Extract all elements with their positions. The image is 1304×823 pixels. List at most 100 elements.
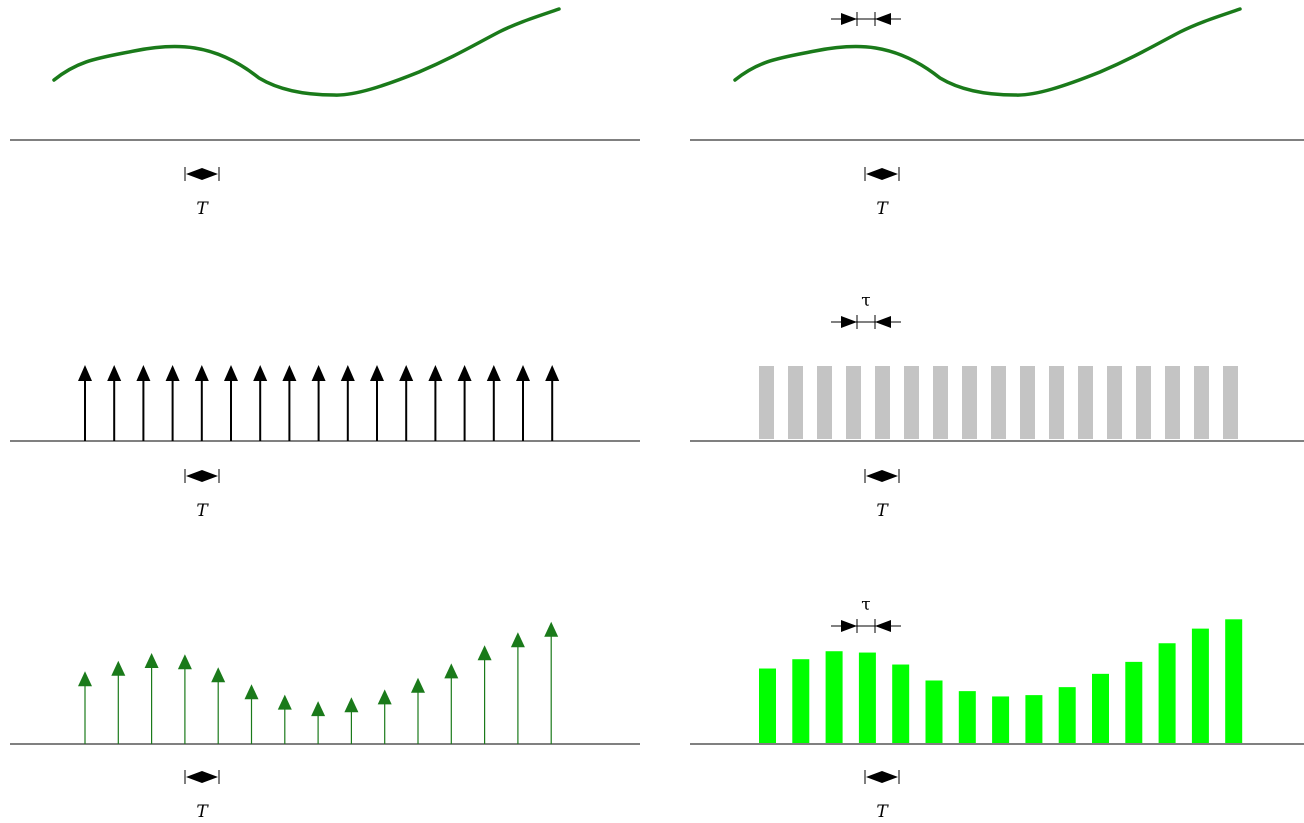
impulse-arrowhead (370, 365, 384, 381)
period-arrowhead-right (882, 470, 898, 482)
impulse-arrowhead (428, 365, 443, 381)
period-label: T (196, 802, 209, 822)
impulse-arrowhead (545, 365, 560, 381)
sampled-impulse-arrowhead (78, 671, 92, 687)
period-arrowhead-left (866, 771, 882, 783)
rectangular-pulse (1020, 366, 1035, 439)
sampled-impulse (311, 701, 326, 744)
period-arrowhead-right (202, 470, 218, 482)
signal-curve (52, 7, 561, 97)
sampled-pulse (1191, 628, 1209, 743)
sampled-impulse-arrowhead (311, 701, 326, 717)
impulse-arrowhead (136, 365, 151, 381)
rectangular-pulse (1078, 366, 1093, 439)
impulse (516, 365, 530, 441)
period-arrowhead-left (186, 771, 202, 783)
rectangular-pulse (962, 366, 977, 439)
period-arrowhead-left (866, 168, 882, 180)
period-arrowhead-right (882, 771, 898, 783)
sampled-impulse-arrowhead (477, 645, 492, 661)
impulse-arrowhead (311, 365, 326, 381)
rectangular-pulse (1049, 366, 1064, 439)
period-arrowhead-right (202, 168, 218, 180)
panel-impulse-sampled-signal: T (10, 621, 640, 822)
sampled-impulse (344, 697, 359, 744)
sampled-pulse (1092, 673, 1109, 743)
period-label: T (876, 199, 889, 219)
period-label: T (876, 802, 889, 822)
sampled-impulse-arrowhead (211, 667, 226, 683)
sampled-impulse (377, 689, 392, 744)
sampled-impulse-arrowhead (411, 677, 425, 693)
period-marker: T (864, 469, 900, 521)
sampled-impulse (477, 645, 492, 744)
impulse-arrowhead (253, 365, 268, 381)
impulse (370, 365, 384, 441)
rectangular-pulse (759, 366, 774, 439)
sampled-impulse-arrowhead (510, 632, 525, 648)
rectangular-pulse (817, 366, 832, 439)
tau-label: τ (861, 291, 870, 311)
period-marker: T (184, 469, 220, 521)
impulse-arrowhead (516, 365, 530, 381)
period-marker: T (184, 770, 220, 822)
pulse-width-marker: τ (831, 291, 901, 329)
sampled-impulse (211, 667, 226, 744)
impulse (428, 365, 443, 441)
pulse-width-marker: τ (831, 595, 901, 633)
sampled-impulse-arrowhead (444, 663, 459, 679)
sampled-pulse (892, 664, 910, 743)
sampled-impulse (444, 663, 459, 744)
sampled-impulse (111, 660, 126, 744)
sampled-pulse (759, 668, 776, 743)
impulse (224, 365, 238, 441)
impulse (165, 365, 180, 441)
period-label: T (196, 199, 209, 219)
impulse (253, 365, 268, 441)
rectangular-pulse (933, 366, 948, 439)
tau-arrowhead-left (841, 316, 857, 328)
impulse (136, 365, 151, 441)
impulse (282, 365, 297, 441)
tau-label: τ (861, 595, 870, 615)
rectangular-pulse (1107, 366, 1122, 439)
tau-arrowhead-left (841, 13, 857, 25)
rectangular-pulse (1194, 366, 1209, 439)
sampled-pulse (1058, 687, 1076, 743)
impulse-arrowhead (78, 365, 92, 381)
impulse (486, 365, 501, 441)
sampled-pulse (858, 652, 876, 743)
period-arrowhead-left (186, 470, 202, 482)
rectangular-pulse (1223, 366, 1238, 439)
sampled-impulse-arrowhead (177, 654, 192, 670)
sampled-impulse (510, 632, 525, 744)
tau-arrowhead-right (875, 13, 891, 25)
impulse (194, 365, 209, 441)
period-arrowhead-left (866, 470, 882, 482)
sampled-impulse-arrowhead (544, 621, 559, 637)
impulse-arrowhead (165, 365, 180, 381)
tau-arrowhead-right (875, 620, 891, 632)
sampled-pulse (792, 659, 810, 743)
period-arrowhead-right (882, 168, 898, 180)
impulse (457, 365, 472, 441)
period-arrowhead-right (202, 771, 218, 783)
sampled-impulse-arrowhead (244, 684, 259, 700)
panel-pulse-sampled-signal: τT (690, 595, 1304, 822)
rectangular-pulse (991, 366, 1006, 439)
impulse-arrowhead (399, 365, 414, 381)
panel-continuous-signal-left: T (10, 7, 640, 219)
rectangular-pulse (904, 366, 919, 439)
sampled-pulse (1025, 695, 1043, 743)
sampled-impulse (411, 677, 425, 744)
sampled-impulse-arrowhead (277, 694, 292, 710)
tau-arrowhead-right (875, 316, 891, 328)
sampled-pulse (1158, 643, 1176, 743)
sampled-impulse (177, 654, 192, 744)
sampled-impulse (544, 621, 559, 744)
impulse-arrowhead (457, 365, 472, 381)
impulse (78, 365, 92, 441)
impulse (545, 365, 560, 441)
sampled-impulse-arrowhead (144, 653, 159, 668)
signal-curve (733, 7, 1242, 97)
